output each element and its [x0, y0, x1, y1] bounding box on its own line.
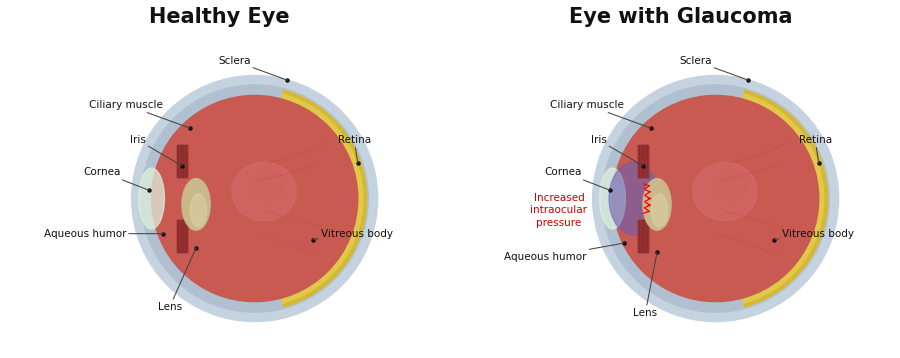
Text: Sclera: Sclera — [218, 56, 287, 80]
FancyBboxPatch shape — [638, 219, 648, 252]
Text: Cornea: Cornea — [544, 167, 610, 190]
Text: Vitreous body: Vitreous body — [313, 229, 393, 240]
Text: Iris: Iris — [130, 135, 182, 166]
Ellipse shape — [693, 162, 757, 221]
Circle shape — [151, 96, 358, 302]
Circle shape — [592, 76, 839, 321]
Text: Ciliary muscle: Ciliary muscle — [89, 100, 190, 128]
Text: Aqueous humor: Aqueous humor — [43, 229, 163, 239]
Text: Lens: Lens — [158, 248, 196, 312]
FancyBboxPatch shape — [638, 145, 648, 178]
Wedge shape — [742, 91, 827, 306]
Wedge shape — [282, 91, 366, 306]
Text: Sclera: Sclera — [679, 56, 749, 80]
Circle shape — [141, 85, 368, 312]
Text: Vitreous body: Vitreous body — [774, 229, 854, 240]
Ellipse shape — [182, 179, 210, 230]
Text: Cornea: Cornea — [84, 167, 149, 190]
Text: Retina: Retina — [798, 135, 832, 163]
FancyBboxPatch shape — [176, 219, 187, 252]
Wedge shape — [283, 91, 366, 306]
Ellipse shape — [232, 162, 296, 221]
FancyBboxPatch shape — [638, 145, 648, 178]
Wedge shape — [744, 91, 827, 306]
Ellipse shape — [652, 194, 668, 227]
Text: Increased
intraocular
pressure: Increased intraocular pressure — [530, 193, 588, 228]
FancyBboxPatch shape — [176, 219, 187, 252]
Text: Lens: Lens — [634, 252, 657, 318]
FancyBboxPatch shape — [176, 145, 187, 178]
Text: Aqueous humor: Aqueous humor — [505, 243, 625, 262]
Ellipse shape — [643, 179, 671, 230]
Text: Iris: Iris — [590, 135, 643, 166]
Circle shape — [602, 85, 829, 312]
Ellipse shape — [139, 168, 165, 229]
Ellipse shape — [252, 173, 285, 201]
FancyBboxPatch shape — [638, 219, 648, 252]
Text: Ciliary muscle: Ciliary muscle — [550, 100, 652, 128]
Ellipse shape — [714, 173, 746, 201]
Circle shape — [131, 76, 378, 321]
Circle shape — [613, 96, 819, 302]
Ellipse shape — [190, 194, 207, 227]
Title: Eye with Glaucoma: Eye with Glaucoma — [569, 7, 792, 27]
Text: Retina: Retina — [338, 135, 371, 163]
Ellipse shape — [599, 168, 625, 229]
Ellipse shape — [609, 162, 658, 235]
FancyBboxPatch shape — [176, 145, 187, 178]
Title: Healthy Eye: Healthy Eye — [149, 7, 290, 27]
